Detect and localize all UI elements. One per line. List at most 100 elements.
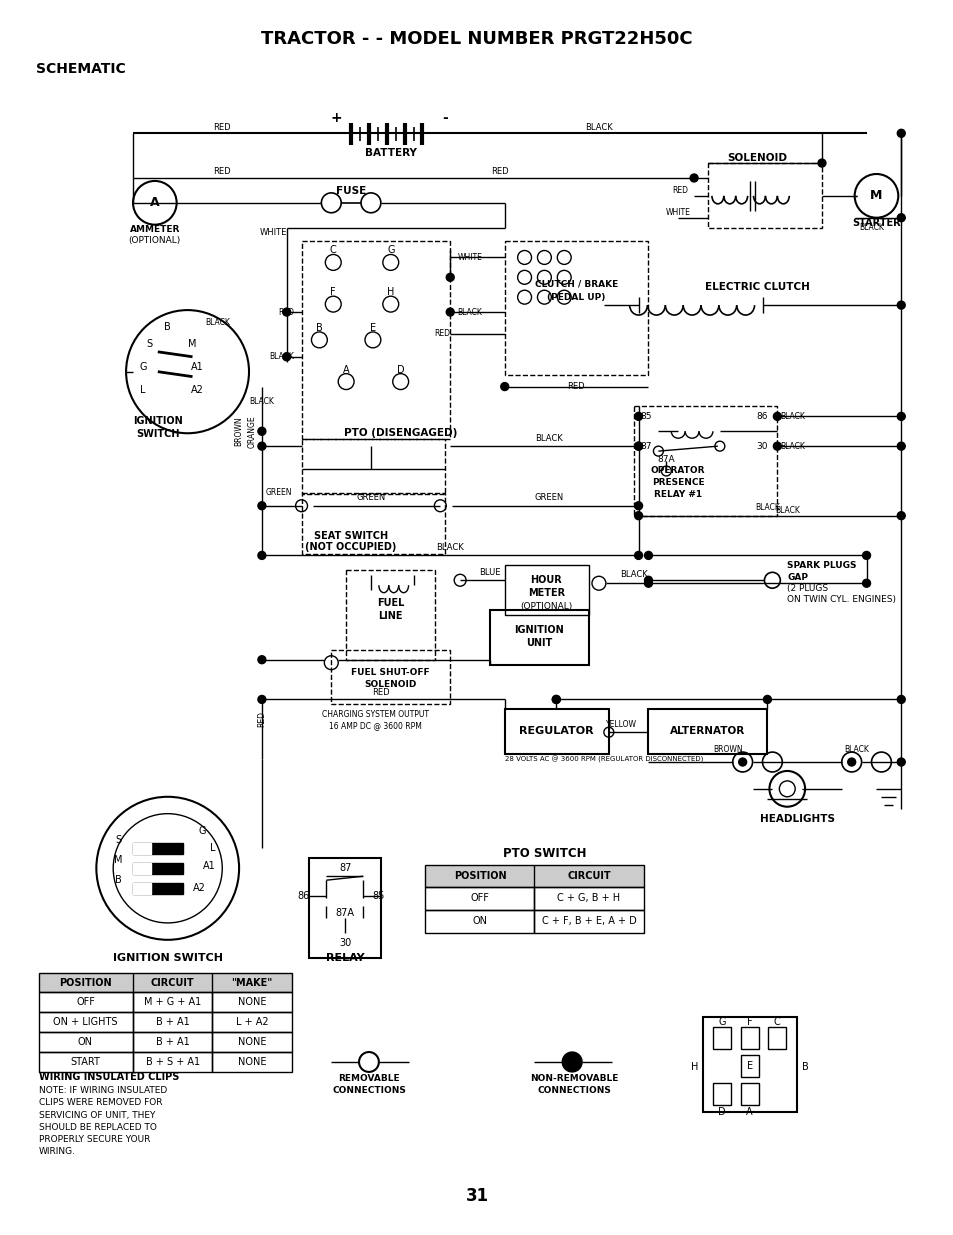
Bar [132, 863, 182, 874]
Circle shape [552, 695, 559, 704]
Circle shape [634, 442, 642, 450]
Circle shape [282, 353, 291, 361]
Text: PRESENCE: PRESENCE [651, 478, 704, 488]
Text: FUSE: FUSE [335, 186, 366, 196]
Circle shape [897, 130, 904, 137]
Text: ALTERNATOR: ALTERNATOR [670, 726, 745, 736]
Text: START: START [71, 1057, 100, 1067]
Text: G: G [198, 825, 206, 836]
Text: RED: RED [257, 711, 266, 727]
Circle shape [817, 159, 825, 167]
Text: 87A: 87A [657, 454, 675, 463]
Circle shape [634, 511, 642, 520]
Circle shape [773, 412, 781, 420]
Bar [740, 1028, 758, 1049]
Text: BATTERY: BATTERY [364, 148, 416, 158]
Text: CLUTCH / BRAKE: CLUTCH / BRAKE [534, 280, 618, 289]
Text: WIRING INSULATED CLIPS: WIRING INSULATED CLIPS [39, 1072, 179, 1082]
Text: RED: RED [434, 330, 450, 338]
Circle shape [897, 695, 904, 704]
Text: WHITE: WHITE [259, 228, 287, 237]
Text: C: C [330, 246, 336, 256]
Text: 86: 86 [297, 892, 310, 902]
Text: WIRING.: WIRING. [39, 1147, 76, 1156]
Circle shape [634, 412, 642, 420]
Text: HOUR: HOUR [530, 576, 561, 585]
Bar [39, 993, 292, 1013]
Bar [767, 1028, 785, 1049]
Text: BLACK: BLACK [457, 308, 482, 316]
Text: 86: 86 [756, 411, 767, 421]
Text: OFF: OFF [470, 893, 489, 903]
Text: G: G [139, 362, 147, 372]
Bar [504, 566, 588, 615]
Circle shape [862, 552, 870, 559]
Text: L + A2: L + A2 [235, 1018, 268, 1028]
Text: SCHEMATIC: SCHEMATIC [36, 62, 126, 75]
Text: REGULATOR: REGULATOR [518, 726, 593, 736]
Text: B: B [801, 1062, 807, 1072]
Text: REMOVABLE: REMOVABLE [337, 1074, 399, 1083]
Text: M: M [869, 189, 882, 203]
Text: A2: A2 [193, 883, 206, 893]
Text: B: B [164, 322, 171, 332]
Text: ON: ON [472, 916, 487, 926]
Text: 87: 87 [338, 863, 351, 873]
Text: 85: 85 [373, 892, 385, 902]
Bar [707, 163, 821, 227]
Circle shape [257, 695, 266, 704]
Circle shape [561, 1052, 581, 1072]
Text: F: F [330, 288, 335, 298]
Text: WHITE: WHITE [457, 253, 482, 262]
Text: IGNITION SWITCH: IGNITION SWITCH [112, 952, 222, 963]
Bar [301, 440, 445, 494]
Text: ON TWIN CYL. ENGINES): ON TWIN CYL. ENGINES) [786, 594, 895, 604]
Text: CIRCUIT: CIRCUIT [151, 978, 194, 988]
Text: F: F [746, 1018, 752, 1028]
Bar [132, 883, 182, 894]
Text: 85: 85 [640, 411, 652, 421]
Bar [132, 844, 182, 855]
Bar [301, 493, 445, 555]
Circle shape [282, 308, 291, 316]
Text: BLUE: BLUE [478, 568, 500, 577]
Text: M + G + A1: M + G + A1 [144, 998, 201, 1008]
Circle shape [897, 214, 904, 222]
Circle shape [897, 301, 904, 309]
Bar [712, 1083, 730, 1104]
Text: 16 AMP DC @ 3600 RPM: 16 AMP DC @ 3600 RPM [329, 721, 422, 730]
Text: E: E [746, 1061, 752, 1071]
Bar [425, 910, 643, 932]
Text: 30: 30 [338, 937, 351, 947]
Text: LINE: LINE [378, 611, 402, 621]
Text: B + A1: B + A1 [155, 1018, 190, 1028]
Text: TRACTOR - - MODEL NUMBER PRGT22H50C: TRACTOR - - MODEL NUMBER PRGT22H50C [261, 30, 692, 48]
Circle shape [897, 758, 904, 766]
Text: 28 VOLTS AC @ 3600 RPM (REGULATOR DISCONNECTED): 28 VOLTS AC @ 3600 RPM (REGULATOR DISCON… [504, 756, 702, 763]
Text: (OPTIONAL): (OPTIONAL) [519, 601, 572, 610]
Text: RED: RED [213, 122, 231, 132]
Text: SOLENOID: SOLENOID [727, 153, 787, 163]
Text: RED: RED [278, 308, 294, 316]
Text: RED: RED [372, 688, 389, 697]
Text: A1: A1 [191, 362, 204, 372]
Text: S: S [147, 338, 152, 348]
Circle shape [257, 552, 266, 559]
Text: ON: ON [78, 1037, 92, 1047]
Text: PTO (DISENGAGED): PTO (DISENGAGED) [344, 429, 456, 438]
Circle shape [762, 695, 771, 704]
Text: BLACK: BLACK [754, 503, 779, 513]
Text: ORANGE: ORANGE [247, 415, 256, 447]
Circle shape [500, 383, 508, 390]
Bar [490, 610, 588, 664]
Text: BLACK: BLACK [619, 569, 647, 579]
Circle shape [634, 442, 642, 450]
Text: SOLENOID: SOLENOID [364, 680, 416, 689]
Text: IGNITION: IGNITION [514, 625, 564, 635]
Bar [504, 709, 608, 755]
Text: UNIT: UNIT [526, 637, 552, 648]
Text: GREEN: GREEN [265, 488, 292, 498]
Bar [425, 887, 643, 910]
Circle shape [257, 656, 266, 663]
Text: (2 PLUGS: (2 PLUGS [786, 584, 827, 593]
